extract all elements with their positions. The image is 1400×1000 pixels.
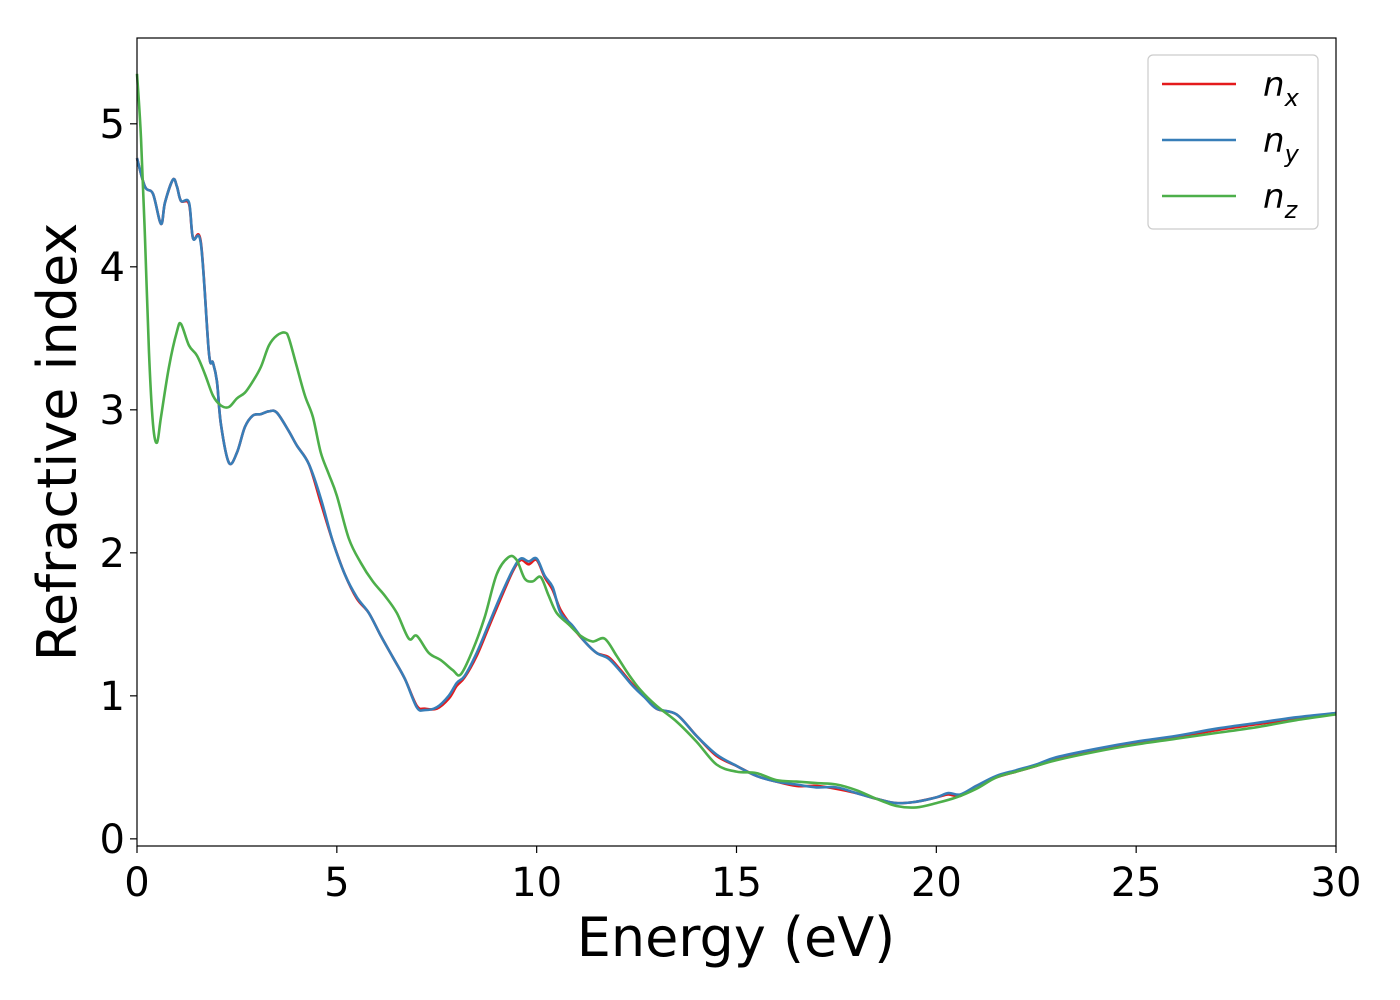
series-line-nz	[135, 73, 1337, 809]
series-line-nx	[135, 157, 1337, 805]
y-tick-label: 3	[100, 388, 125, 434]
x-tick-label: 5	[324, 860, 349, 906]
x-tick-label: 0	[124, 860, 149, 906]
legend-frame	[1147, 54, 1319, 230]
x-tick-label: 30	[1311, 860, 1362, 906]
x-axis-label: Energy (eV)	[577, 906, 896, 969]
series-line-ny	[135, 157, 1337, 805]
y-tick-label: 5	[100, 102, 125, 148]
x-tick-label: 15	[711, 860, 762, 906]
y-axis-label: Refractive index	[26, 223, 89, 662]
x-tick-label: 10	[511, 860, 562, 906]
x-tick-label: 25	[1111, 860, 1162, 906]
x-axis: 0 5 10 15 20 25 30	[124, 846, 1361, 906]
y-tick-label: 0	[100, 817, 125, 863]
legend-label-nz: nz	[1263, 177, 1299, 224]
x-tick-label: 20	[911, 860, 962, 906]
y-axis: 0 1 2 3 4 5	[100, 102, 137, 863]
y-tick-label: 1	[100, 674, 125, 720]
y-tick-label: 2	[100, 531, 125, 577]
plot-lines	[135, 73, 1337, 809]
legend-label-ny: ny	[1263, 121, 1300, 168]
y-tick-label: 4	[100, 245, 125, 291]
legend-label-nx: nx	[1263, 65, 1300, 112]
legend: nx ny nz	[1147, 54, 1319, 230]
